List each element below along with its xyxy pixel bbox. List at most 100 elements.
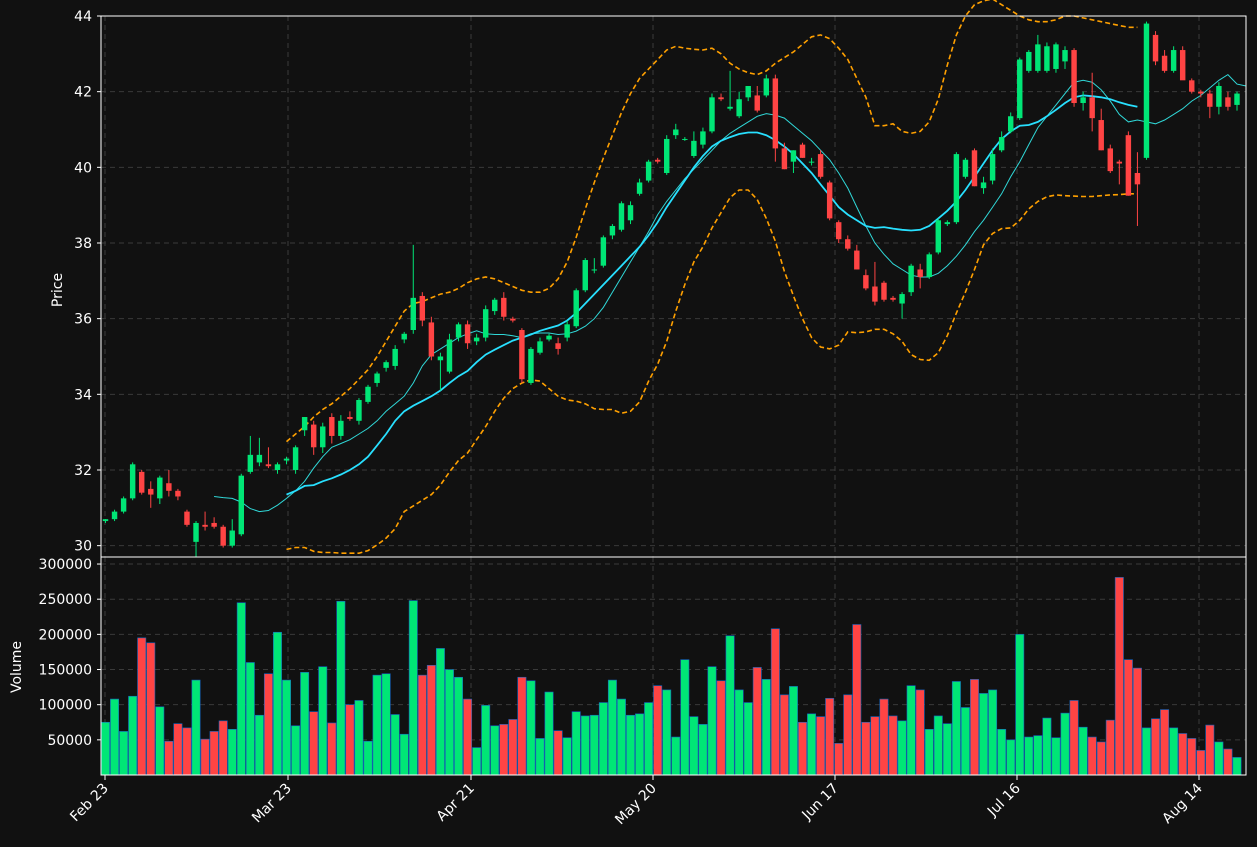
candle <box>872 261 878 306</box>
candle-body <box>292 447 299 470</box>
volume-bar <box>1214 741 1224 776</box>
candle-body <box>935 220 941 253</box>
candle <box>691 131 697 158</box>
candle <box>926 252 932 279</box>
candle-body <box>1035 44 1041 71</box>
candle-body <box>1017 59 1023 119</box>
candle <box>564 320 570 342</box>
candle-body <box>1062 50 1068 62</box>
volume-bar <box>128 695 138 776</box>
volume-bar <box>1060 712 1070 776</box>
volume-bar <box>273 631 282 776</box>
candle <box>1071 48 1077 107</box>
candle-body <box>157 477 163 499</box>
volume-bar <box>508 719 518 776</box>
volume-bar <box>426 664 436 776</box>
candle-body <box>283 458 290 461</box>
candle <box>1234 91 1240 111</box>
candle-body <box>781 148 788 170</box>
candle-body <box>1225 97 1231 107</box>
candle <box>202 511 208 531</box>
volume-bar <box>970 679 979 776</box>
candle-body <box>917 269 923 278</box>
candle-body <box>826 182 833 219</box>
candle-body <box>492 299 498 312</box>
volume-bar <box>906 685 916 776</box>
price-axis-label: Price <box>50 273 66 307</box>
volume-bar <box>390 714 400 776</box>
volume-bar <box>1178 733 1188 776</box>
volume-tick-label: 200000 <box>39 627 92 643</box>
volume-bar <box>779 694 789 776</box>
bollinger-lower-line <box>286 189 1138 554</box>
candle-body <box>247 454 254 472</box>
candle-body <box>1198 91 1204 94</box>
volume-bar <box>834 743 844 776</box>
candle-body <box>528 348 534 383</box>
volume-bar <box>1205 724 1215 776</box>
volume-bar <box>1096 741 1106 776</box>
candle-body <box>202 524 208 527</box>
volume-bar <box>825 698 835 776</box>
candle <box>274 462 281 474</box>
candle <box>347 411 353 421</box>
volume-bar <box>997 728 1007 776</box>
volume-bar <box>598 702 608 776</box>
slow-moving-average-line <box>286 94 1138 496</box>
volume-bar <box>345 704 355 776</box>
volume-bar <box>535 738 545 776</box>
candle-body <box>673 129 679 136</box>
candle-body <box>1053 44 1059 69</box>
candle-body <box>401 333 407 340</box>
volume-bar <box>607 679 617 776</box>
candle-body <box>120 498 127 512</box>
candle <box>166 469 172 497</box>
candle-body <box>564 324 570 338</box>
candle <box>709 93 715 134</box>
candle-body <box>347 417 353 419</box>
volume-bar <box>662 689 672 776</box>
volume-bar <box>445 669 454 776</box>
volume-bar <box>1196 750 1206 776</box>
candle <box>636 178 643 196</box>
candle-body <box>1125 135 1132 196</box>
volume-bar <box>544 691 554 776</box>
volume-bar <box>236 602 246 776</box>
candle-body <box>274 464 281 470</box>
volume-bar <box>526 680 536 776</box>
volume-bar <box>589 714 599 776</box>
volume-plot-frame <box>100 556 1247 776</box>
candle <box>510 316 516 323</box>
candle-body <box>473 337 480 342</box>
volume-bar <box>617 698 626 776</box>
volume-bar <box>680 659 690 776</box>
candle <box>790 150 797 174</box>
candle <box>410 244 416 334</box>
volume-bar <box>327 722 337 776</box>
candle-body <box>365 386 371 402</box>
candle <box>455 322 462 342</box>
candle <box>356 398 362 425</box>
candle-body <box>808 161 815 163</box>
volume-bar <box>653 685 663 776</box>
candle-body <box>256 454 263 463</box>
volume-bar <box>752 667 762 776</box>
price-tick-label: 36 <box>74 312 92 328</box>
volume-bar <box>1069 700 1079 776</box>
candle <box>582 258 588 293</box>
volume-bar <box>291 725 301 776</box>
candle-body <box>700 131 706 145</box>
candle <box>492 297 498 315</box>
candle <box>175 488 181 501</box>
volume-bar <box>137 637 147 776</box>
candle <box>283 456 290 465</box>
candle-body <box>953 154 960 223</box>
candle-body <box>310 424 317 448</box>
volume-bar <box>1142 727 1151 776</box>
volume-bar <box>1078 726 1088 776</box>
volume-bar <box>689 716 699 776</box>
candle-body <box>1134 173 1141 185</box>
candle-body <box>799 144 806 158</box>
candle <box>1152 31 1159 66</box>
candle <box>401 331 407 344</box>
